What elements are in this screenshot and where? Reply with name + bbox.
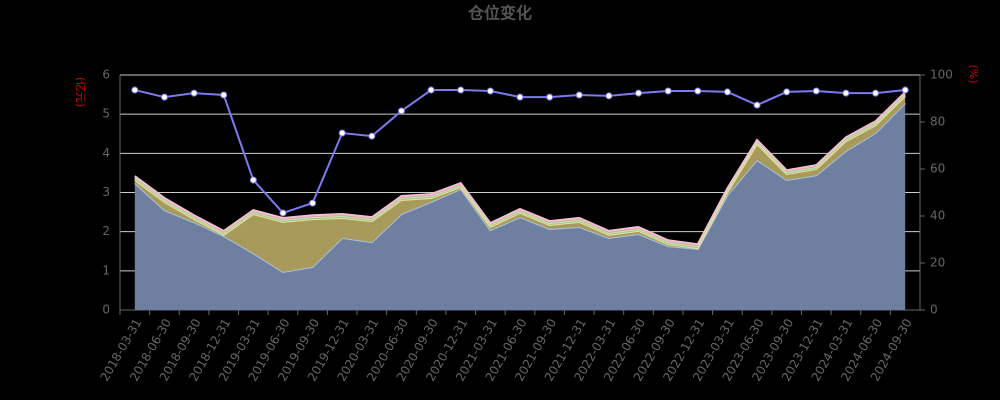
y2-tick-label: 80 <box>930 115 945 129</box>
y2-tick-label: 60 <box>930 162 945 176</box>
point <box>220 91 228 99</box>
y2-tick-label: 40 <box>930 209 945 223</box>
point <box>457 86 465 94</box>
y-tick-label: 5 <box>102 107 110 121</box>
point <box>664 87 672 95</box>
y2-tick-label: 100 <box>930 68 953 82</box>
point <box>872 89 880 97</box>
point <box>575 91 583 99</box>
area <box>134 96 906 273</box>
y-tick-label: 6 <box>102 68 110 82</box>
y-tick-label: 4 <box>102 146 110 160</box>
point <box>160 93 168 101</box>
y2-tick-label: 20 <box>930 256 945 270</box>
point <box>842 89 850 97</box>
y-tick-label: 2 <box>102 224 110 238</box>
point <box>279 209 287 217</box>
point <box>753 101 761 109</box>
area-edge <box>134 91 906 246</box>
point <box>605 92 613 100</box>
point <box>694 87 702 95</box>
point <box>338 129 346 137</box>
y-tick-label: 3 <box>102 185 110 199</box>
point <box>249 176 257 184</box>
point <box>368 132 376 140</box>
y-tick-label: 1 <box>102 263 110 277</box>
point <box>635 89 643 97</box>
point <box>190 89 198 97</box>
point <box>309 199 317 207</box>
chart-title: 仓位变化 <box>467 4 532 23</box>
y-axis-label: (亿元) <box>74 77 87 108</box>
point <box>546 93 554 101</box>
point <box>486 87 494 95</box>
point <box>516 93 524 101</box>
point <box>131 86 139 94</box>
point <box>397 107 405 115</box>
y2-axis-label: (%) <box>967 64 980 83</box>
point <box>783 88 791 96</box>
point <box>427 86 435 94</box>
y2-tick-label: 0 <box>930 303 938 317</box>
y-tick-label: 0 <box>102 303 110 317</box>
point <box>723 88 731 96</box>
point <box>812 87 820 95</box>
point <box>901 86 909 94</box>
area <box>134 103 906 310</box>
